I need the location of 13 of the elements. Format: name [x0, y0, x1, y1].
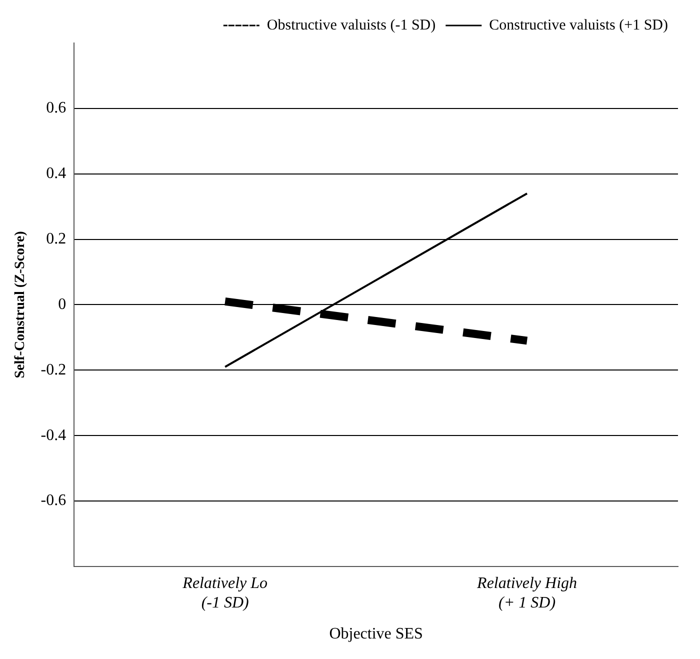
y-tick-label: 0.2 [46, 230, 66, 248]
x-tick-label: Relatively High (+ 1 SD) [476, 575, 578, 612]
y-axis-title: Self-Construal (Z-Score) [13, 230, 28, 378]
y-tick-label: 0.4 [46, 165, 66, 182]
y-tick-label: -0.6 [40, 492, 66, 510]
y-tick-label: 0 [58, 296, 66, 313]
y-tick-label: -0.2 [40, 361, 66, 378]
legend-label: Obstructive valuists (-1 SD) [266, 17, 436, 34]
legend-label: Constructive valuists (+1 SD) [489, 17, 668, 34]
y-tick-label: -0.4 [40, 426, 66, 444]
x-tick-label: Relatively Lo (-1 SD) [182, 575, 268, 612]
y-tick-label: 0.6 [46, 100, 66, 117]
x-axis-title: Objective SES [329, 626, 423, 643]
